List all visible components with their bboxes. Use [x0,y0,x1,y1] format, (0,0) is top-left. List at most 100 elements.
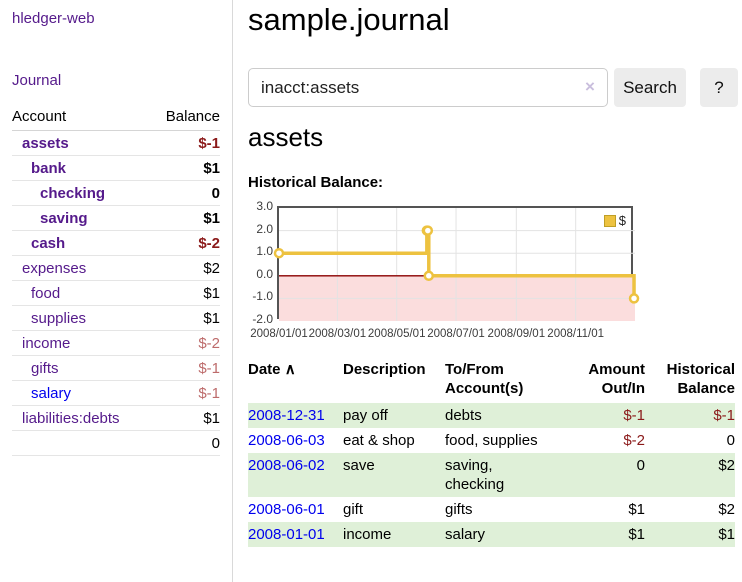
register-accounts-cell: food, supplies [445,432,538,449]
transaction-date-link[interactable]: 2008-06-01 [248,501,325,518]
register-accounts-cell: gifts [445,501,473,518]
accounts-total-row: 0 [12,430,220,456]
sidebar-account-link[interactable]: cash [31,234,66,252]
account-name-cell: checking [12,180,151,206]
sidebar-account-balance: $1 [150,205,220,231]
sidebar-account-balance: $-1 [150,380,220,406]
register-date-cell: 2008-12-31 [248,403,343,428]
account-name-cell: cash [12,230,151,256]
sidebar-account-link[interactable]: liabilities:debts [22,409,120,427]
sidebar-account-link[interactable]: food [31,284,61,302]
x-axis-label: 2008/05/01 [367,328,426,340]
balance-chart: $ 3.0 2.0 1.0 0.0 -1.0 -2.0 2008/01/01 2008/03/… [248,197,688,347]
account-row: salary $-1 [12,380,220,406]
accounts-total-balance: 0 [150,430,220,456]
x-axis-label: 2008/09/01 [487,328,546,340]
register-table-body: 2008-12-31 pay off debts $-1 $-1 2008-06-03 ea… [248,403,735,547]
sidebar-item-journal[interactable]: Journal [12,72,62,89]
y-axis-label: 3.0 [256,199,273,213]
register-row: 2008-01-01 income salary $1 $1 [248,522,735,547]
register-date-cell: 2008-06-01 [248,497,343,522]
register-accounts-cell: saving, checking [445,457,505,493]
register-row: 2008-06-03 eat & shop food, supplies $-2 0 [248,428,735,453]
x-axis-label: 2008/01/01 [250,328,308,340]
register-date-cell: 2008-06-03 [248,428,343,453]
register-balance-cell: $2 [718,501,735,518]
sidebar-account-link[interactable]: assets [22,134,69,152]
sidebar-account-link[interactable]: checking [40,184,106,202]
register-amount-cell: $1 [628,501,645,518]
chart-canvas [273,208,640,321]
register-description-cell: pay off [343,407,388,424]
brand-link[interactable]: hledger-web [12,10,95,27]
sidebar-account-balance: $1 [150,305,220,331]
account-row: checking 0 [12,180,220,206]
transaction-date-link[interactable]: 2008-06-03 [248,432,325,449]
account-name-cell: supplies [12,305,151,331]
register-balance-cell: $2 [718,457,735,474]
register-accounts-cell: salary [445,526,486,543]
sidebar-account-balance: $-1 [150,355,220,381]
transaction-date-link[interactable]: 2008-01-01 [248,526,325,543]
sidebar-account-link[interactable]: salary [31,384,72,402]
sidebar: hledger-web Journal Account Balance asse… [0,0,233,582]
sidebar-account-link[interactable]: expenses [22,259,87,277]
account-row: expenses $2 [12,255,220,281]
sidebar-account-link[interactable]: income [22,334,71,352]
transaction-date-link[interactable]: 2008-06-02 [248,457,325,474]
accounts-table-header-row: Account Balance [12,104,220,131]
sidebar-account-link[interactable]: saving [40,209,88,227]
register-amount-cell: $-1 [623,407,645,424]
register-amount-cell: $-2 [623,432,645,449]
sidebar-account-balance: $1 [150,155,220,181]
search-input[interactable] [248,68,608,107]
search-button[interactable]: Search [614,68,686,107]
register-balance-cell: $1 [718,526,735,543]
register-balance-cell: $-1 [713,407,735,424]
help-button[interactable]: ? [700,68,738,107]
sidebar-account-balance: 0 [150,180,220,206]
register-description-cell: save [343,457,375,474]
y-axis-label: -2.0 [252,312,273,326]
account-row: assets $-1 [12,130,220,156]
chart-plot[interactable]: $ [273,206,640,321]
legend-swatch [603,214,616,227]
account-name-cell: assets [12,130,151,156]
sidebar-account-balance: $-2 [150,330,220,356]
accounts-table-body: assets $-1 bank $1 checking 0 saving $1 cash $-2 e… [12,130,220,431]
x-axis-label: 2008/03/01 [308,328,367,340]
account-row: cash $-2 [12,230,220,256]
page-title: sample.journal [248,2,450,37]
account-name-cell: food [12,280,151,306]
y-axis-label: 0.0 [256,266,273,281]
sidebar-account-link[interactable]: bank [31,159,67,177]
accounts-table: Account Balance assets $-1 bank $1 checking 0… [12,104,220,456]
accounts-header-balance: Balance [150,104,220,131]
register-header-description: Description [343,361,426,378]
sidebar-account-balance: $2 [150,255,220,281]
sort-asc-icon: ∧ [284,361,296,378]
account-name-cell: income [12,330,151,356]
register-header-date[interactable]: Date ∧ [248,360,343,403]
account-row: saving $1 [12,205,220,231]
clear-search-icon[interactable]: × [585,77,595,96]
accounts-header-account: Account [12,104,151,131]
transaction-date-link[interactable]: 2008-12-31 [248,407,325,424]
account-name-cell: liabilities:debts [12,405,151,431]
account-heading: assets [248,122,324,152]
register-header-date-label: Date [248,361,281,378]
register-row: 2008-06-02 save saving, checking 0 $2 [248,453,735,497]
account-row: food $1 [12,280,220,306]
sidebar-account-link[interactable]: gifts [31,359,59,377]
account-row: bank $1 [12,155,220,181]
account-row: liabilities:debts $1 [12,405,220,431]
sidebar-account-balance: $-1 [150,130,220,156]
register-header-accounts: To/From Account(s) [445,361,524,397]
sidebar-account-balance: $-2 [150,230,220,256]
chart-title: Historical Balance: [248,174,384,191]
register-header-balance: Historical Balance [666,361,735,397]
sidebar-account-link[interactable]: supplies [31,309,87,327]
register-date-cell: 2008-06-02 [248,453,343,497]
sidebar-account-balance: $1 [150,405,220,431]
y-axis-label: 1.0 [256,244,273,259]
